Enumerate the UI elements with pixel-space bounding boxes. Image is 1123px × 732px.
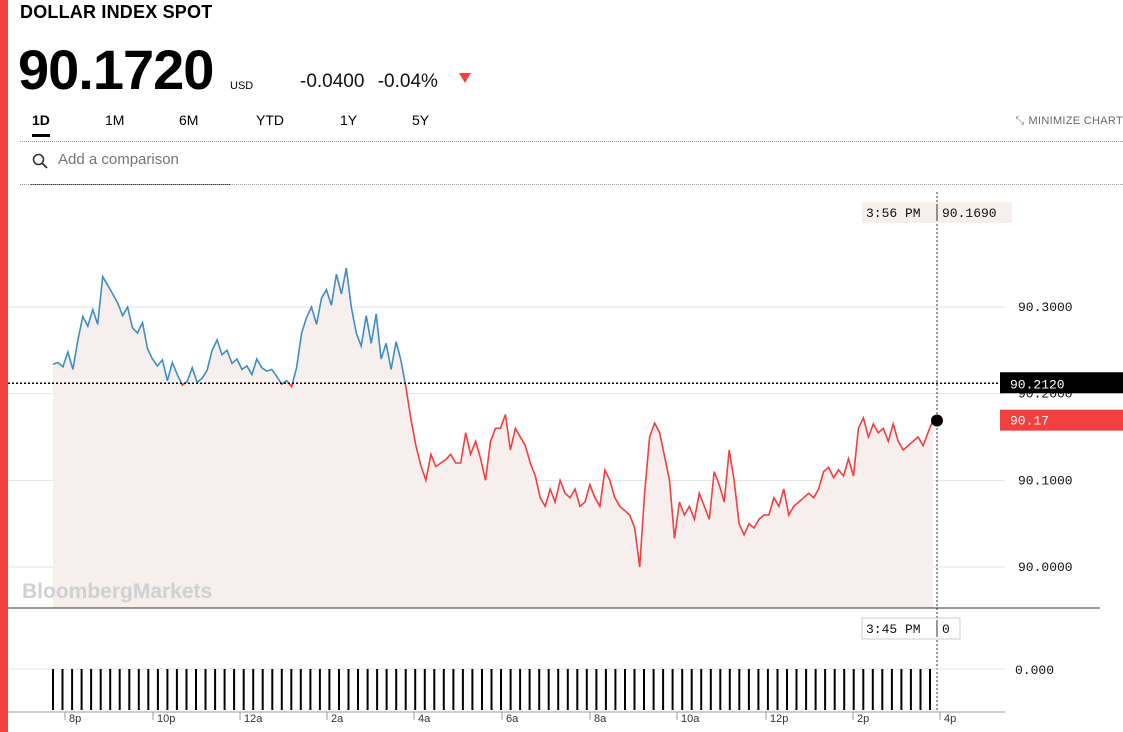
y-tick-label: 90.3000 [1018,300,1073,315]
range-tab-ytd[interactable]: YTD [256,112,284,128]
divider [20,141,1123,142]
change-percent: -0.04% [377,71,438,92]
last-price: 90.1720 [18,38,214,101]
price-line-below-close [180,383,934,568]
x-tick-label: 2p [857,713,869,725]
volume-tooltip [861,617,961,640]
previous-close-badge [1000,372,1123,394]
last-price-badge [1000,409,1123,431]
volume-crosshair-value: 0 [942,622,950,637]
price-change: -0.0400 -0.04% [300,71,446,93]
minimize-label: MINIMIZE CHART [1028,115,1123,127]
crosshair-value: 90.1690 [942,206,997,221]
x-tick-label: 12a [244,713,263,725]
previous-close-value: 90.2120 [1010,377,1065,392]
x-tick-label: 6a [506,713,519,725]
x-tick-label: 12p [770,713,788,725]
divider [20,184,1123,185]
security-title: DOLLAR INDEX SPOT [20,2,213,22]
range-tab-1d[interactable]: 1D [32,112,50,137]
current-point-marker [931,414,943,427]
change-absolute: -0.0400 [300,71,365,92]
crosshair-time: 3:56 PM [866,206,921,221]
range-tab-5y[interactable]: 5Y [412,112,430,128]
accent-bar [0,0,8,732]
last-price-value: 90.17 [1010,414,1049,429]
y-tick-label: 90.1000 [1018,473,1073,488]
x-tick-label: 10p [157,713,175,725]
x-tick-label: 4a [418,713,431,725]
price-area-fill [53,268,933,608]
range-tab-1m[interactable]: 1M [105,112,125,128]
x-tick-label: 10a [681,713,700,725]
currency-label: USD [230,80,254,92]
x-tick-label: 8p [69,713,81,725]
volume-axis-tick: 0.000 [1015,663,1054,678]
range-tab-6m[interactable]: 6M [179,112,199,128]
x-tick-label: 4p [944,713,956,725]
price-line-above-close [52,267,407,384]
volume-crosshair-time: 3:45 PM [866,622,921,637]
y-tick-label: 90.0000 [1018,560,1073,575]
minimize-icon: ⤡ [1015,115,1025,127]
minimize-chart-button[interactable]: ⤡ MINIMIZE CHART [1015,115,1123,128]
watermark: BloombergMarkets [22,580,212,603]
x-tick-label: 2a [331,713,344,725]
x-tick-label: 8a [594,713,607,725]
range-tab-1y[interactable]: 1Y [340,112,358,128]
comparison-search-input[interactable] [56,150,230,169]
search-icon [32,153,48,169]
down-arrow-icon [459,73,471,83]
